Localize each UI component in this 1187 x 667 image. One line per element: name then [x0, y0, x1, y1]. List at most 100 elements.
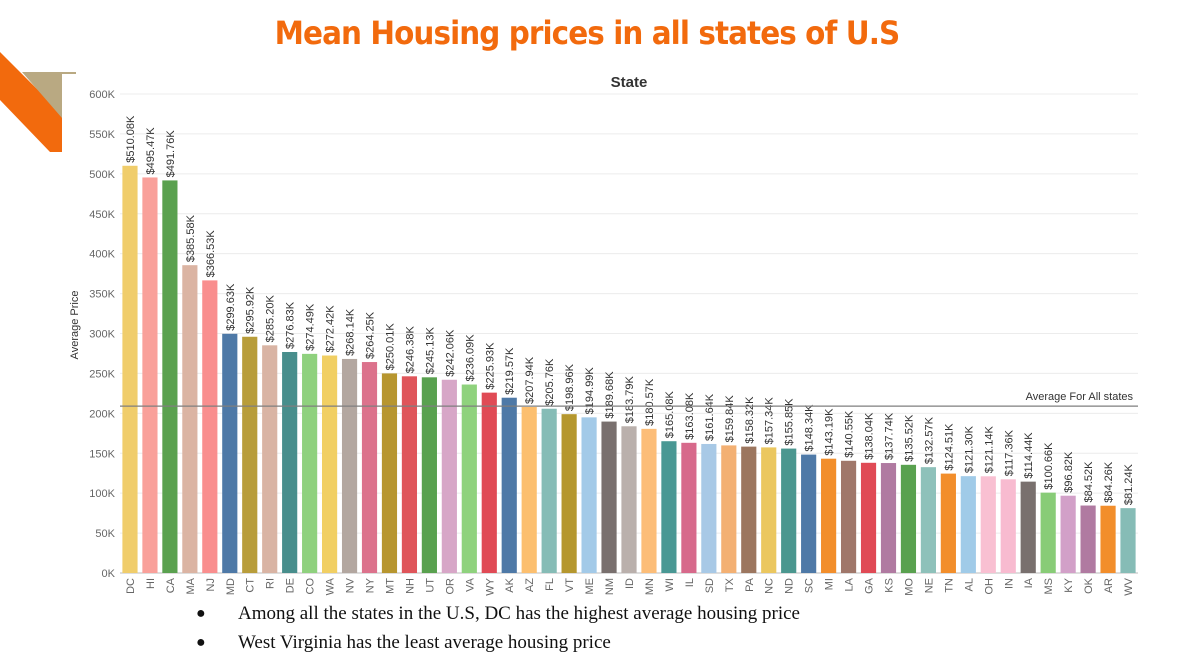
bar-ms — [1040, 492, 1056, 573]
x-tick-label: AZ — [524, 578, 536, 592]
x-tick-label: OR — [444, 578, 456, 595]
bar-chart: 0K 50K 100K 150K 200K 250K 300K 350K 400K 450K 500… — [69, 74, 1138, 596]
x-tick-label: UT — [424, 578, 436, 593]
corner-decoration — [0, 52, 76, 152]
average-reference-label: Average For All states — [1026, 391, 1134, 403]
data-label: $510.08K — [125, 115, 137, 163]
data-label: $285.20K — [265, 295, 277, 343]
x-tick-label: SD — [704, 578, 716, 593]
data-label: $242.06K — [444, 329, 456, 377]
bullet-text: West Virginia has the least average hous… — [238, 632, 611, 653]
bar-fl — [541, 408, 557, 573]
x-tick-label: DE — [285, 578, 297, 593]
y-tick-label: 200K — [89, 408, 115, 420]
x-tick-label: PA — [744, 577, 756, 592]
corner-tan-shape — [22, 72, 76, 118]
data-label: $198.96K — [564, 363, 576, 411]
data-label: $143.19K — [824, 408, 836, 456]
data-label: $117.36K — [1003, 429, 1015, 476]
bar-mt — [381, 373, 398, 573]
data-label: $138.04K — [864, 412, 876, 460]
x-tick-label: CT — [245, 578, 257, 593]
x-tick-label: VT — [564, 578, 576, 592]
y-tick-label: 600K — [89, 89, 115, 101]
y-tick-label: 100K — [89, 488, 115, 500]
data-label: $268.14K — [345, 308, 357, 356]
bullet-dot-icon: ● — [196, 634, 206, 651]
y-tick-label: 300K — [89, 329, 115, 341]
bullet-item: ● Among all the states in the U.S, DC has… — [196, 599, 800, 628]
x-tick-label: ND — [784, 578, 796, 594]
y-tick-label: 400K — [89, 249, 115, 261]
x-tick-label: TX — [724, 577, 736, 592]
data-label: $246.38K — [404, 326, 416, 374]
bar-wa — [322, 355, 338, 573]
data-label: $205.76K — [544, 358, 556, 406]
x-tick-label: HI — [145, 578, 157, 589]
bar-co — [302, 353, 318, 573]
bar-mn — [641, 428, 657, 573]
bar-wi — [661, 441, 677, 573]
y-tick-label: 50K — [95, 528, 115, 540]
bar-ny — [361, 362, 378, 573]
bar-va — [461, 384, 477, 573]
data-label: $274.49K — [305, 303, 317, 351]
bar-ks — [880, 463, 897, 573]
bar-ga — [860, 462, 877, 573]
data-label: $84.52K — [1083, 461, 1095, 503]
bar-ca — [162, 180, 178, 573]
x-tick-label: FL — [544, 578, 556, 591]
chart-title: State — [611, 74, 648, 91]
data-label: $84.26K — [1103, 461, 1115, 503]
bar-me — [581, 417, 597, 573]
bar-ne — [920, 467, 936, 573]
bar-mi — [821, 458, 837, 573]
data-label: $225.93K — [484, 342, 496, 390]
y-tick-label: 350K — [89, 289, 115, 301]
x-tick-label: NC — [764, 578, 776, 594]
bar-al — [960, 476, 976, 573]
x-tick-label: AR — [1103, 578, 1115, 593]
x-tick-label: DC — [125, 578, 137, 594]
bullet-item: ● West Virginia has the least average hou… — [196, 628, 800, 657]
bullet-text: Among all the states in the U.S, DC has … — [238, 603, 800, 624]
x-tick-label: OK — [1083, 577, 1095, 594]
x-tick-label: MA — [185, 577, 197, 594]
x-tick-label: NM — [604, 578, 616, 595]
bar-ut — [421, 377, 437, 573]
bar-il — [681, 442, 697, 573]
data-label: $299.63K — [225, 283, 237, 331]
x-tick-label: WA — [325, 577, 337, 595]
bar-tx — [721, 445, 737, 573]
x-axis-ticks: DC HI CA MA NJ MD CT RI DE CO WA NV NY MT NH UT OR VA WY AK… — [125, 577, 1135, 595]
x-tick-label: MT — [384, 578, 396, 594]
x-tick-label: NE — [923, 578, 935, 593]
bar-vt — [561, 414, 577, 573]
data-label: $161.64K — [704, 393, 716, 441]
bar-nm — [601, 421, 617, 573]
data-label: $157.34K — [764, 397, 776, 445]
corner-orange-shape — [0, 52, 62, 152]
data-label: $194.99K — [584, 367, 596, 415]
data-label: $148.34K — [804, 404, 816, 452]
x-tick-label: WY — [484, 577, 496, 595]
bars — [122, 165, 1136, 574]
data-label: $100.66K — [1043, 442, 1055, 490]
x-tick-label: IA — [1023, 577, 1035, 588]
bar-oh — [980, 476, 996, 573]
data-label: $183.79K — [624, 376, 636, 424]
x-tick-label: NV — [345, 577, 357, 593]
data-label: $121.14K — [983, 426, 995, 474]
data-label: $207.94K — [524, 356, 536, 404]
bar-ky — [1060, 495, 1076, 573]
bar-nj — [202, 280, 218, 573]
x-tick-label: KS — [883, 578, 895, 593]
data-label: $163.08K — [684, 392, 696, 440]
y-tick-label: 150K — [89, 448, 115, 460]
data-label: $491.76K — [165, 130, 177, 178]
y-tick-label: 550K — [89, 129, 115, 141]
x-tick-label: OH — [983, 578, 995, 595]
bar-sc — [801, 454, 817, 573]
data-label: $495.47K — [145, 127, 157, 175]
x-tick-label: MD — [225, 578, 237, 595]
